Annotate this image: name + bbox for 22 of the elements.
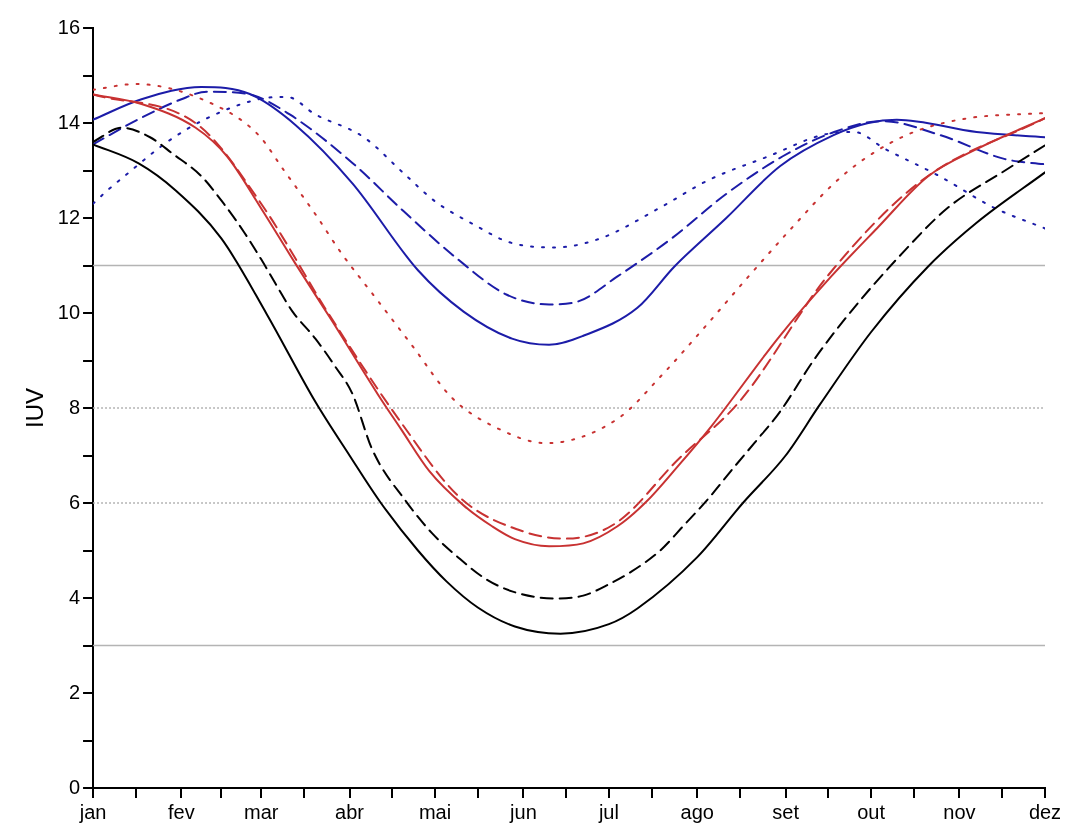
y-tick-label: 12 [57, 205, 81, 228]
x-tick-label: abr [335, 800, 365, 823]
y-tick-label: 6 [68, 490, 81, 513]
x-tick-label: ago [680, 800, 714, 823]
x-tick-label: fev [168, 800, 195, 823]
x-tick-label: mar [243, 800, 279, 823]
x-tick-label: mai [418, 800, 452, 823]
x-tick-label: jun [509, 800, 537, 823]
x-tick-label: out [857, 800, 886, 823]
y-tick-label: 16 [57, 15, 81, 38]
y-tick-label: 2 [68, 680, 81, 703]
x-tick-label: dez [1028, 800, 1062, 823]
y-tick-label: 0 [68, 775, 81, 798]
x-tick-label: nov [943, 800, 976, 823]
y-tick-label: 14 [57, 110, 81, 133]
x-tick-label: jan [78, 800, 107, 823]
y-tick-label: 10 [57, 300, 81, 323]
x-tick-label: set [772, 800, 800, 823]
y-tick-label: 8 [68, 395, 81, 418]
x-tick-label: jul [597, 800, 619, 823]
y-tick-label: 4 [68, 585, 81, 608]
y-axis-title: IUV [21, 387, 49, 429]
